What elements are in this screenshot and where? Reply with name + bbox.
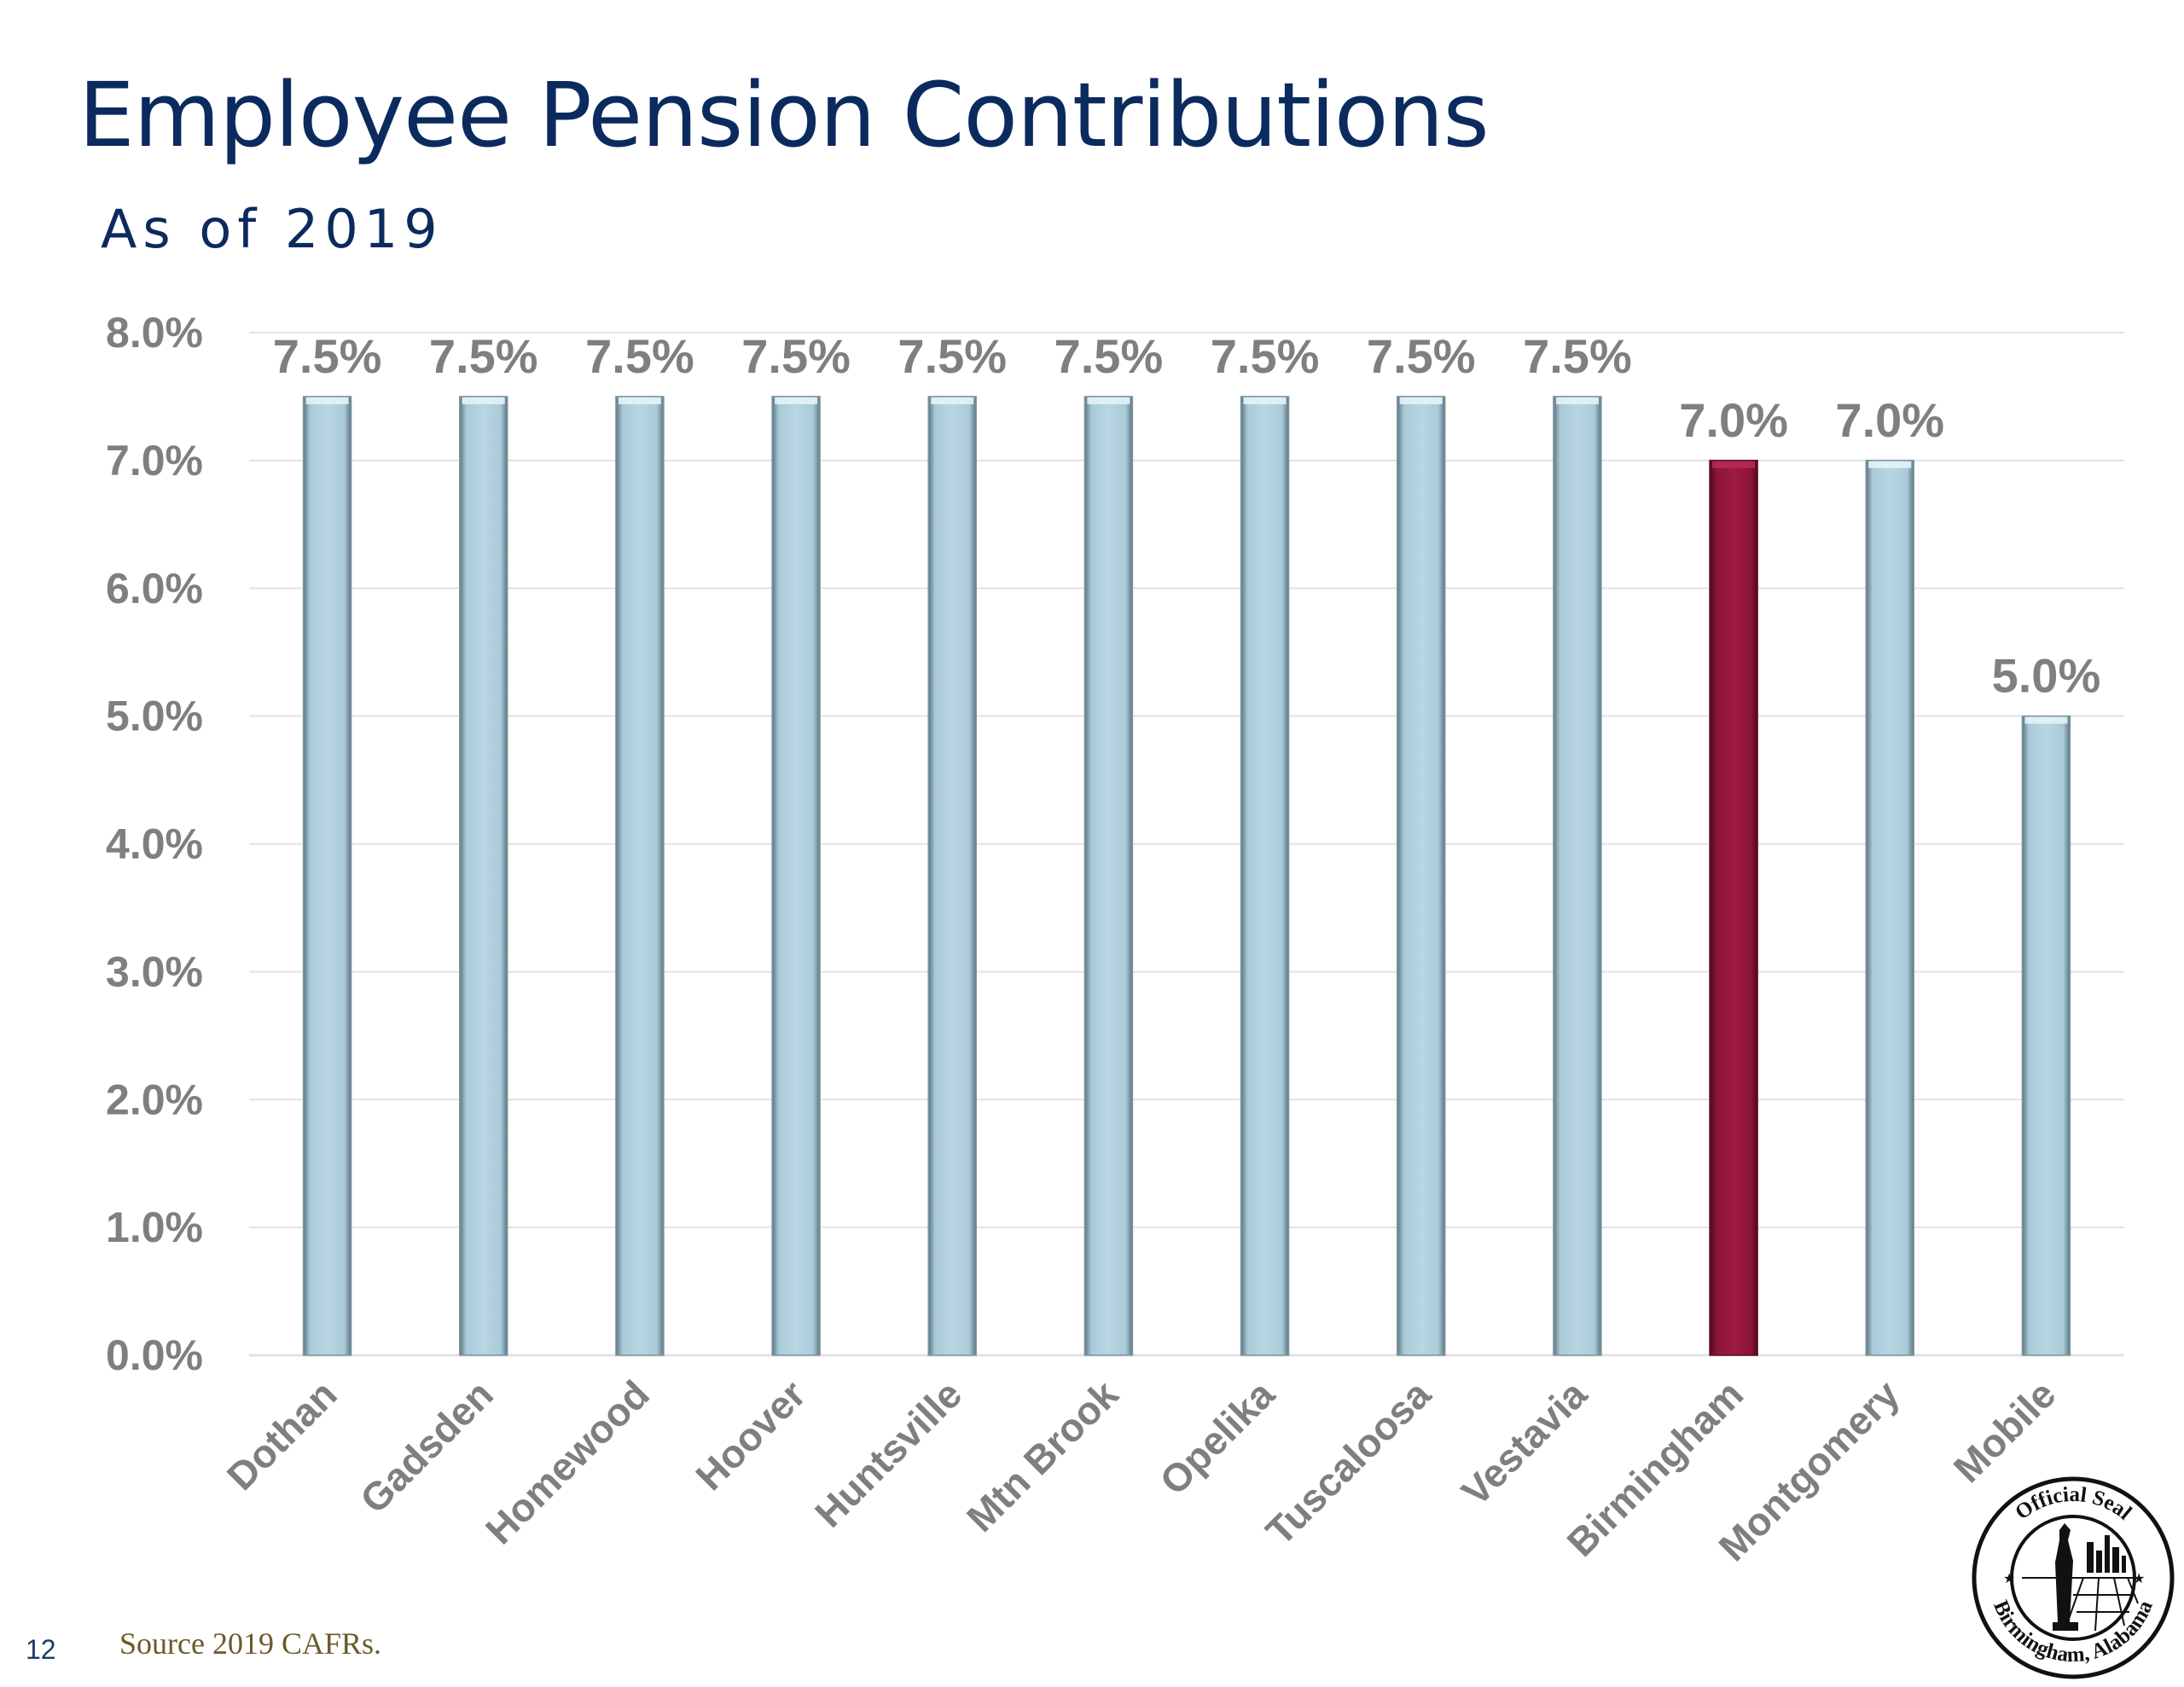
bar-bevel [2024, 716, 2068, 724]
y-tick-label: 1.0% [106, 1203, 203, 1251]
bar-bevel [1087, 397, 1130, 404]
bar-bevel [1868, 461, 1912, 468]
data-label: 7.5% [429, 329, 538, 383]
official-seal-icon: Official Seal Birmingham, Alabama ★ ★ [1972, 1476, 2175, 1679]
y-tick-label: 2.0% [106, 1075, 203, 1123]
y-tick-label: 4.0% [106, 820, 203, 868]
x-category-label: Homewood [477, 1371, 658, 1552]
slide-title: Employee Pension Contributions [78, 63, 1490, 167]
data-label: 7.5% [1523, 329, 1632, 383]
x-category-label: Dothan [218, 1371, 346, 1499]
bar-mtn-brook [1083, 396, 1134, 1356]
bar-bevel [1555, 397, 1599, 404]
data-label: 7.5% [585, 329, 694, 383]
y-tick-label: 0.0% [106, 1331, 203, 1379]
bar-dothan [302, 396, 352, 1356]
bar-bevel [305, 397, 349, 404]
slide-subtitle: As of 2019 [101, 198, 444, 260]
x-category-label: Mobile [1945, 1371, 2065, 1491]
bar-mobile [2021, 715, 2071, 1356]
bar-homewood [615, 396, 665, 1356]
bar-birmingham [1709, 460, 1758, 1356]
bar-montgomery [1865, 460, 1914, 1356]
bar-bevel [618, 397, 661, 404]
bar-bevel [775, 397, 818, 404]
y-tick-label: 7.0% [106, 437, 203, 484]
source-note: Source 2019 CAFRs. [119, 1626, 382, 1661]
bar-vestavia [1553, 396, 1602, 1356]
bar-huntsville [927, 396, 977, 1356]
bar-opelika [1240, 396, 1290, 1356]
bar-hoover [771, 396, 821, 1356]
x-category-label: Mtn Brook [958, 1371, 1127, 1540]
y-tick-label: 5.0% [106, 693, 203, 740]
bar-gadsden [459, 396, 508, 1356]
data-label: 7.5% [1054, 329, 1164, 383]
y-tick-label: 6.0% [106, 565, 203, 612]
y-tick-label: 3.0% [106, 948, 203, 995]
data-label: 5.0% [1992, 649, 2101, 703]
y-tick-label: 8.0% [106, 309, 203, 357]
bar-bevel [1712, 461, 1756, 468]
x-category-label: Hoover [687, 1371, 814, 1499]
bar-tuscaloosa [1397, 396, 1446, 1356]
bar-bevel [931, 397, 974, 404]
data-label: 7.5% [273, 329, 382, 383]
data-label: 7.5% [1367, 329, 1476, 383]
data-label: 7.5% [1211, 329, 1320, 383]
x-category-label: Opelika [1151, 1371, 1283, 1504]
x-category-label: Huntsville [806, 1371, 970, 1535]
data-label: 7.5% [741, 329, 851, 383]
bar-bevel [1243, 397, 1287, 404]
bar-bevel [1399, 397, 1443, 404]
data-label: 7.0% [1679, 393, 1788, 447]
svg-text:★: ★ [2133, 1570, 2145, 1586]
x-category-label: Vestavia [1453, 1371, 1595, 1514]
page-number: 12 [26, 1634, 56, 1665]
x-category-label: Gadsden [351, 1371, 502, 1522]
svg-text:★: ★ [2003, 1570, 2015, 1586]
data-label: 7.5% [897, 329, 1007, 383]
data-label: 7.0% [1835, 393, 1944, 447]
bar-bevel [462, 397, 505, 404]
x-category-label: Tuscaloosa [1257, 1371, 1439, 1554]
